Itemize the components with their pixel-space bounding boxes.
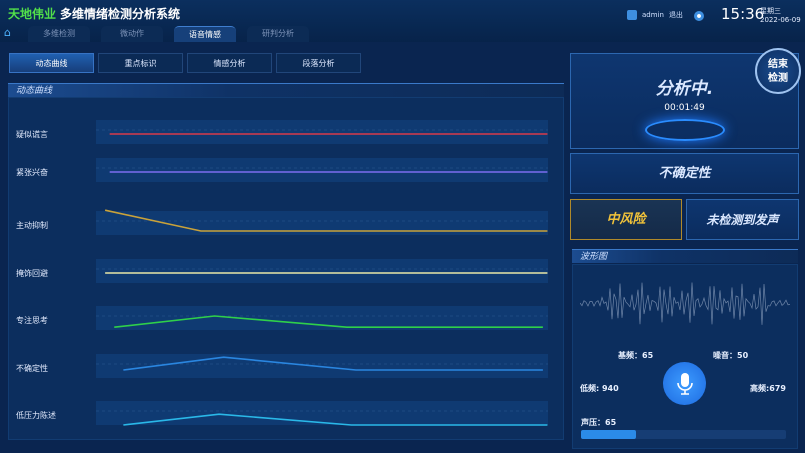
series-line-4: [114, 315, 543, 328]
tab-analysis[interactable]: 研判分析: [247, 26, 309, 42]
user-info: admin 退出: [627, 10, 683, 20]
high-frequency: 高频:679: [750, 384, 786, 393]
subtab-paragraph-analysis[interactable]: 段落分析: [276, 53, 361, 73]
emotion-result: 不确定性: [570, 153, 799, 194]
series-line-5: [123, 356, 543, 371]
top-bar: 天地伟业 多维情绪检测分析系统 ⌂ 多维检测 微动作 语音情感 研判分析 admi…: [0, 0, 805, 42]
end-detection-button[interactable]: 结束 检测: [755, 48, 801, 94]
series-label: 掩饰回避: [16, 269, 48, 278]
row-band: [96, 158, 548, 182]
series-label: 主动抑制: [16, 221, 48, 230]
row-band: [96, 401, 548, 425]
row-band: [96, 259, 548, 283]
tab-voice-emotion[interactable]: 语音情感: [174, 26, 236, 42]
waveform-chart: [580, 282, 790, 325]
subtab-dynamic-curve[interactable]: 动态曲线: [9, 53, 94, 73]
date: 星期三 2022-06-09: [760, 7, 801, 24]
tab-micro-action[interactable]: 微动作: [101, 26, 163, 42]
series-label: 低压力陈述: [16, 411, 56, 420]
noise-level: 噪音：50: [713, 351, 749, 360]
subtab-emotion-analysis[interactable]: 情感分析: [187, 53, 272, 73]
sound-pressure: 声压：65: [581, 418, 617, 427]
risk-level: 中风险: [570, 199, 682, 240]
clock: 15:36: [721, 5, 765, 23]
series-label: 疑似谎言: [16, 130, 48, 139]
analysis-status-panel: 分析中. 00:01:49: [570, 53, 799, 149]
row-band: [96, 306, 548, 330]
row-band: [96, 120, 548, 144]
fundamental-frequency: 基频：65: [618, 351, 654, 360]
low-frequency: 低频: 940: [580, 384, 619, 393]
waveform-line: [580, 282, 790, 325]
series-line-2: [104, 209, 548, 232]
subtab-key-marks[interactable]: 重点标识: [98, 53, 183, 73]
analysis-state: 分析中.: [655, 79, 714, 99]
radar-icon: [644, 119, 725, 141]
user-icon: [627, 10, 637, 20]
section-title: 动态曲线: [8, 83, 564, 97]
series-label: 紧张兴奋: [16, 168, 48, 177]
elapsed-time: 00:01:49: [664, 103, 705, 113]
settings-icon[interactable]: [694, 11, 704, 21]
microphone-icon: [676, 372, 693, 395]
microphone-button[interactable]: [663, 362, 706, 405]
dynamic-curve-chart: [96, 120, 548, 426]
sound-pressure-bar: [581, 430, 786, 439]
series-label: 专注思考: [16, 316, 48, 325]
tab-multi-detect[interactable]: 多维检测: [28, 26, 90, 42]
main-nav: ⌂ 多维检测 微动作 语音情感 研判分析: [0, 25, 320, 42]
logout-link[interactable]: 退出: [668, 11, 683, 19]
app-title: 天地伟业 多维情绪检测分析系统: [8, 7, 181, 21]
voice-status: 未检测到发声: [686, 199, 799, 240]
waveform-title: 波形图: [572, 249, 798, 263]
sound-pressure-fill: [581, 430, 637, 439]
series-label: 不确定性: [16, 364, 48, 373]
series-line-6: [123, 413, 548, 426]
home-icon[interactable]: ⌂: [4, 26, 11, 39]
